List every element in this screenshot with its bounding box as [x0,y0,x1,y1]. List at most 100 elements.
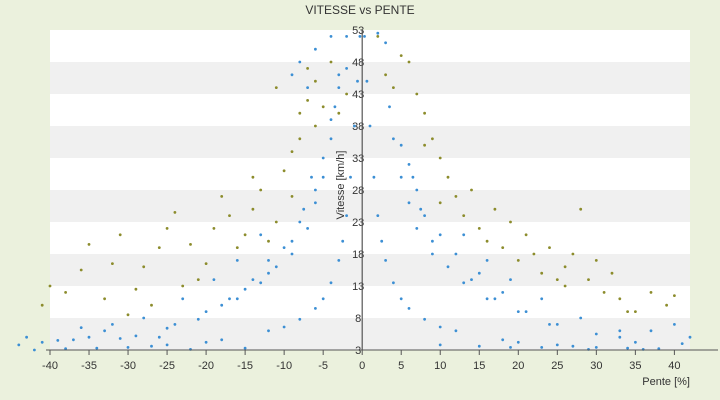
data-point [329,281,333,285]
data-point [290,150,294,154]
y-tick-label: 8 [355,313,361,325]
data-point [462,214,466,218]
x-tick-label: -5 [318,360,328,372]
data-point [290,73,294,77]
data-point [314,79,317,83]
data-point [485,239,489,243]
data-point [376,35,380,38]
data-point [618,335,622,339]
data-point [540,297,544,301]
data-point [267,271,270,275]
data-point [235,259,239,262]
data-point [649,291,653,294]
data-point [111,262,114,265]
data-point [290,239,294,243]
data-point [329,35,333,38]
grid-band [50,318,690,350]
data-point [423,111,426,115]
data-point [563,284,567,288]
data-point [345,67,348,70]
data-point [509,220,512,224]
data-point [165,326,169,330]
data-point [157,335,161,339]
data-point [220,303,224,307]
data-point [321,297,325,301]
data-point [540,271,544,275]
data-point [341,239,345,243]
data-point [673,294,676,297]
data-point [290,252,294,256]
data-point [274,220,278,224]
data-point [306,99,309,102]
x-tick-label: 40 [668,360,680,372]
data-point [181,297,185,301]
data-point [157,246,161,250]
data-point [87,243,91,246]
data-point [345,214,348,218]
data-point [329,118,333,121]
data-point [134,287,138,291]
data-point [657,347,661,351]
x-tick-label: -20 [198,360,214,372]
grid-band [50,190,690,222]
data-point [142,316,146,320]
data-point [516,259,520,262]
data-point [509,346,512,349]
data-point [321,175,325,179]
data-point [524,310,528,313]
data-points [17,31,692,352]
data-point [337,73,341,77]
data-point [274,86,278,89]
data-point [365,79,369,83]
data-point [563,265,567,269]
data-point [333,105,337,109]
data-point [267,239,270,243]
data-point [423,143,426,147]
data-point [259,233,263,237]
x-axis-title: Pente [%] [642,376,690,388]
data-point [555,343,559,347]
x-tick-label: 15 [473,360,485,372]
data-point [314,188,317,192]
x-tick-label: -35 [81,360,97,372]
data-point [438,343,442,347]
data-point [384,73,387,77]
data-point [673,323,676,326]
data-point [594,332,598,336]
data-point [243,287,247,291]
data-point [228,214,231,218]
grid-band [50,94,690,126]
data-point [40,303,44,307]
data-point [485,297,489,301]
data-point [212,278,216,281]
data-point [181,284,185,288]
data-point [282,246,286,250]
data-point [321,156,325,160]
data-point [274,265,278,269]
data-point [126,313,130,317]
data-point [25,335,28,339]
data-point [399,297,403,301]
data-point [446,175,450,179]
data-point [189,243,192,246]
data-point [493,207,497,211]
data-point [392,281,395,285]
data-point [33,348,36,352]
data-point [626,310,629,313]
data-point [376,214,380,218]
data-point [118,337,122,340]
data-point [204,262,208,265]
data-point [419,207,423,211]
data-point [438,201,442,205]
data-point [134,334,138,338]
data-point [454,195,458,198]
data-point [165,343,169,347]
data-point [454,329,458,333]
data-point [388,105,391,109]
data-point [407,60,411,64]
data-point [56,339,60,342]
data-point [602,291,606,294]
data-point [411,175,415,179]
data-point [220,195,224,198]
data-point [173,323,177,326]
